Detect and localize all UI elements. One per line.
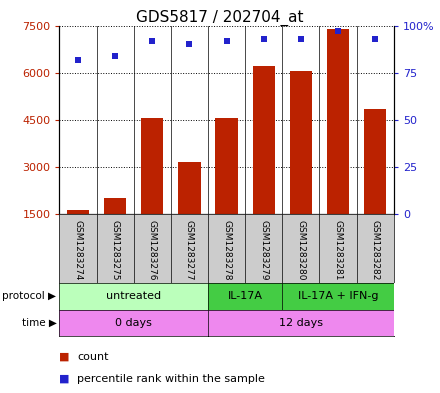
Text: GSM1283277: GSM1283277: [185, 220, 194, 280]
Text: time ▶: time ▶: [22, 318, 56, 328]
Bar: [253, 66, 275, 214]
Point: [186, 41, 193, 48]
Point: [334, 28, 341, 34]
Text: IL-17A: IL-17A: [227, 291, 263, 301]
Point: [112, 53, 119, 59]
Text: GSM1283276: GSM1283276: [148, 220, 157, 280]
Point: [260, 36, 267, 42]
Bar: [290, 71, 312, 214]
Text: GSM1283279: GSM1283279: [259, 220, 268, 280]
Text: untreated: untreated: [106, 291, 161, 301]
Text: GSM1283281: GSM1283281: [334, 220, 343, 280]
Point: [74, 56, 81, 62]
Text: GSM1283274: GSM1283274: [73, 220, 82, 280]
Text: ■: ■: [59, 352, 70, 362]
Text: protocol ▶: protocol ▶: [3, 291, 56, 301]
Point: [297, 36, 304, 42]
Bar: [178, 162, 201, 214]
Bar: [141, 118, 163, 214]
Bar: [364, 109, 386, 214]
Point: [149, 37, 156, 44]
Text: count: count: [77, 352, 109, 362]
Text: GSM1283280: GSM1283280: [297, 220, 305, 280]
Text: percentile rank within the sample: percentile rank within the sample: [77, 374, 265, 384]
Text: GSM1283278: GSM1283278: [222, 220, 231, 280]
Bar: [327, 29, 349, 214]
Point: [223, 37, 230, 44]
Point: [372, 36, 379, 42]
Text: ■: ■: [59, 374, 70, 384]
Text: GSM1283275: GSM1283275: [110, 220, 120, 280]
Bar: [216, 118, 238, 214]
Bar: [67, 210, 89, 214]
Text: 12 days: 12 days: [279, 318, 323, 328]
Text: IL-17A + IFN-g: IL-17A + IFN-g: [298, 291, 378, 301]
Text: GDS5817 / 202704_at: GDS5817 / 202704_at: [136, 10, 304, 26]
Text: 0 days: 0 days: [115, 318, 152, 328]
Text: GSM1283282: GSM1283282: [371, 220, 380, 280]
Bar: [104, 198, 126, 214]
